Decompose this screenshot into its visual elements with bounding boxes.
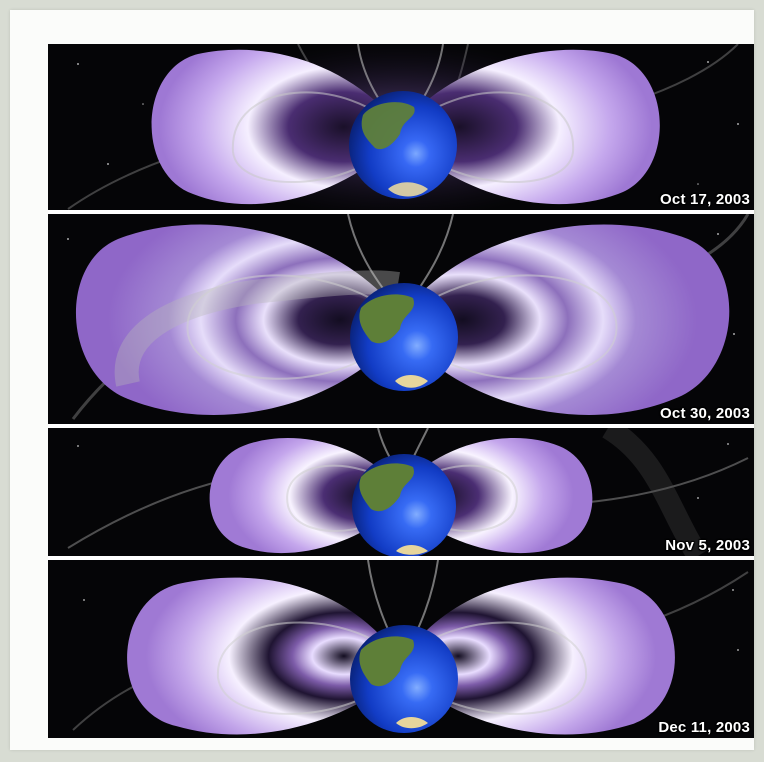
date-label: Dec 11, 2003 xyxy=(658,719,750,736)
date-label: Oct 17, 2003 xyxy=(660,191,750,208)
radiation-belt-panels: Oct 17, 2003 xyxy=(48,44,754,738)
panel-dec-11: Dec 11, 2003 xyxy=(48,560,754,738)
panel-nov-5: Nov 5, 2003 xyxy=(48,428,754,556)
radiation-belt-image-3 xyxy=(48,428,754,556)
image-frame: Oct 17, 2003 xyxy=(10,10,754,750)
radiation-belt-image-1 xyxy=(48,44,754,210)
radiation-belt-image-2 xyxy=(48,214,754,424)
panel-oct-30: Oct 30, 2003 xyxy=(48,214,754,424)
radiation-belt-image-4 xyxy=(48,560,754,738)
panel-oct-17: Oct 17, 2003 xyxy=(48,44,754,210)
date-label: Oct 30, 2003 xyxy=(660,405,750,422)
date-label: Nov 5, 2003 xyxy=(665,537,750,554)
